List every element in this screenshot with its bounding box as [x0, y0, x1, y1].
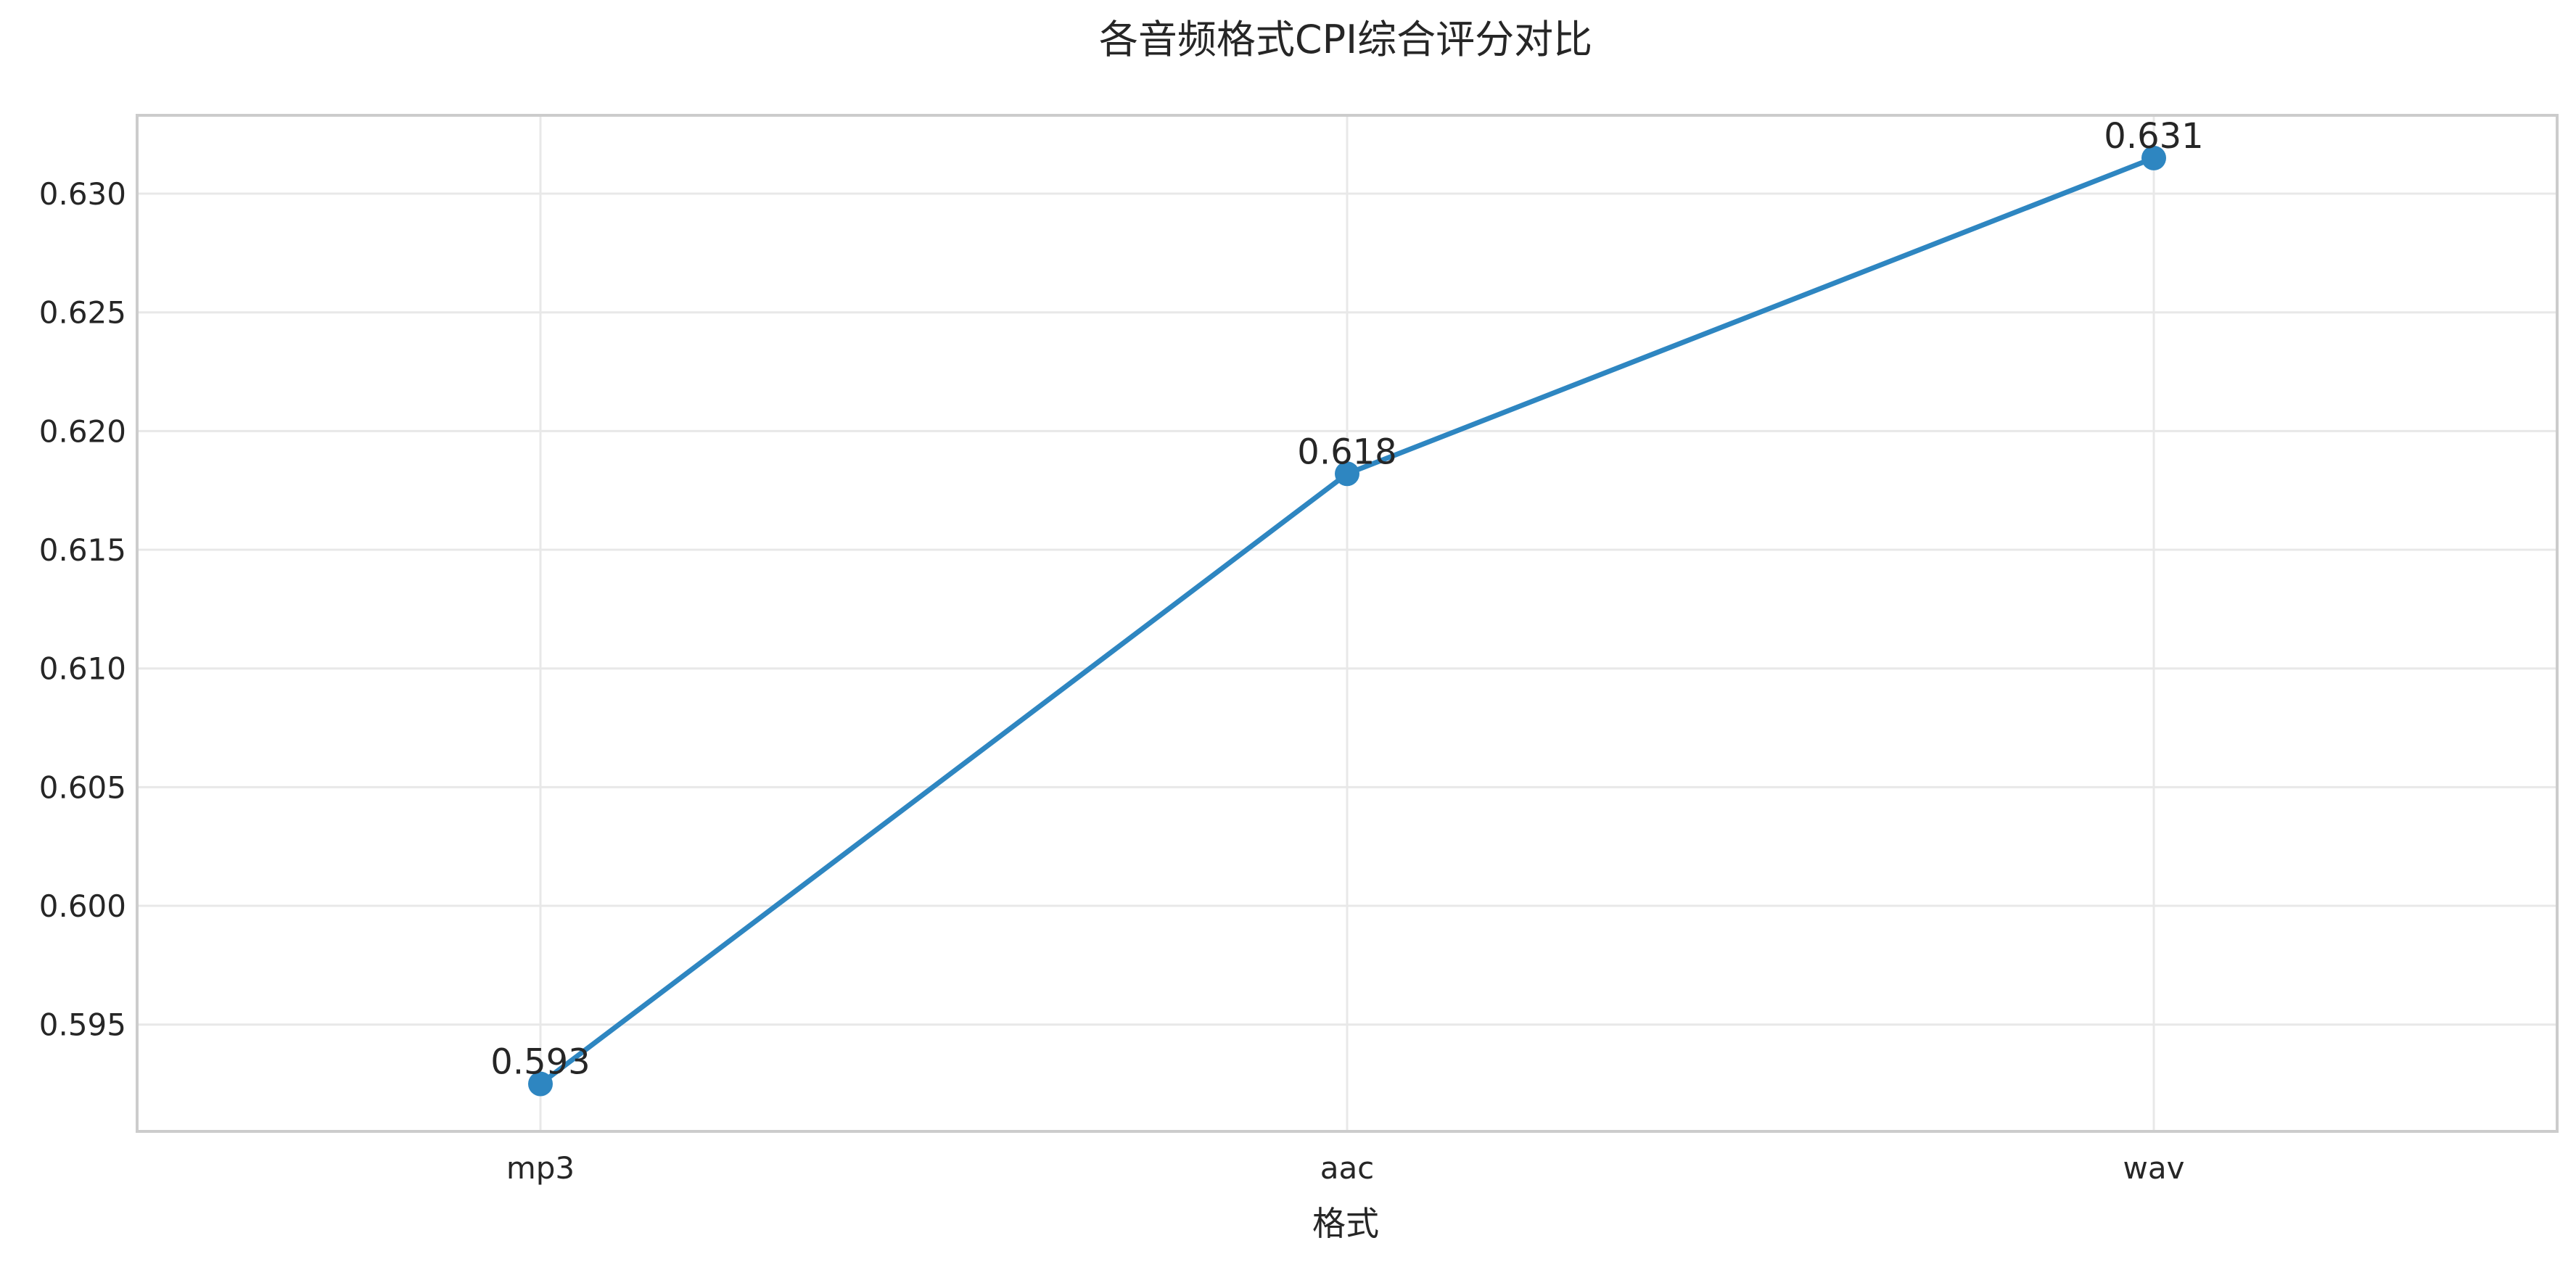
data-labels: 0.593 0.618 0.631	[490, 116, 2203, 1083]
x-axis-label: 格式	[1312, 1204, 1379, 1243]
data-point	[1335, 461, 1359, 487]
data-label: 0.631	[2104, 116, 2203, 157]
x-axis: mp3 aac wav	[506, 1150, 2185, 1186]
grid	[137, 115, 2557, 1131]
y-tick-label: 0.615	[39, 532, 126, 568]
y-axis: 0.595 0.600 0.605 0.610 0.615 0.620 0.625 0.630	[39, 176, 126, 1043]
data-label: 0.593	[490, 1042, 590, 1083]
data-point	[528, 1071, 553, 1097]
y-tick-label: 0.620	[39, 413, 126, 449]
x-tick-label: aac	[1320, 1150, 1375, 1186]
y-tick-label: 0.630	[39, 176, 126, 212]
y-tick-label: 0.600	[39, 888, 126, 924]
x-tick-label: wav	[2123, 1150, 2185, 1186]
chart-title: 各音频格式CPI综合评分对比	[1099, 17, 1592, 62]
y-tick-label: 0.595	[39, 1007, 126, 1043]
data-label: 0.618	[1297, 432, 1396, 472]
y-tick-label: 0.625	[39, 295, 126, 331]
plot-frame	[136, 114, 2559, 1133]
series	[528, 145, 2166, 1097]
y-tick-label: 0.605	[39, 769, 126, 805]
y-tick-label: 0.610	[39, 651, 126, 687]
x-tick-label: mp3	[506, 1150, 575, 1186]
data-point	[2141, 145, 2166, 170]
